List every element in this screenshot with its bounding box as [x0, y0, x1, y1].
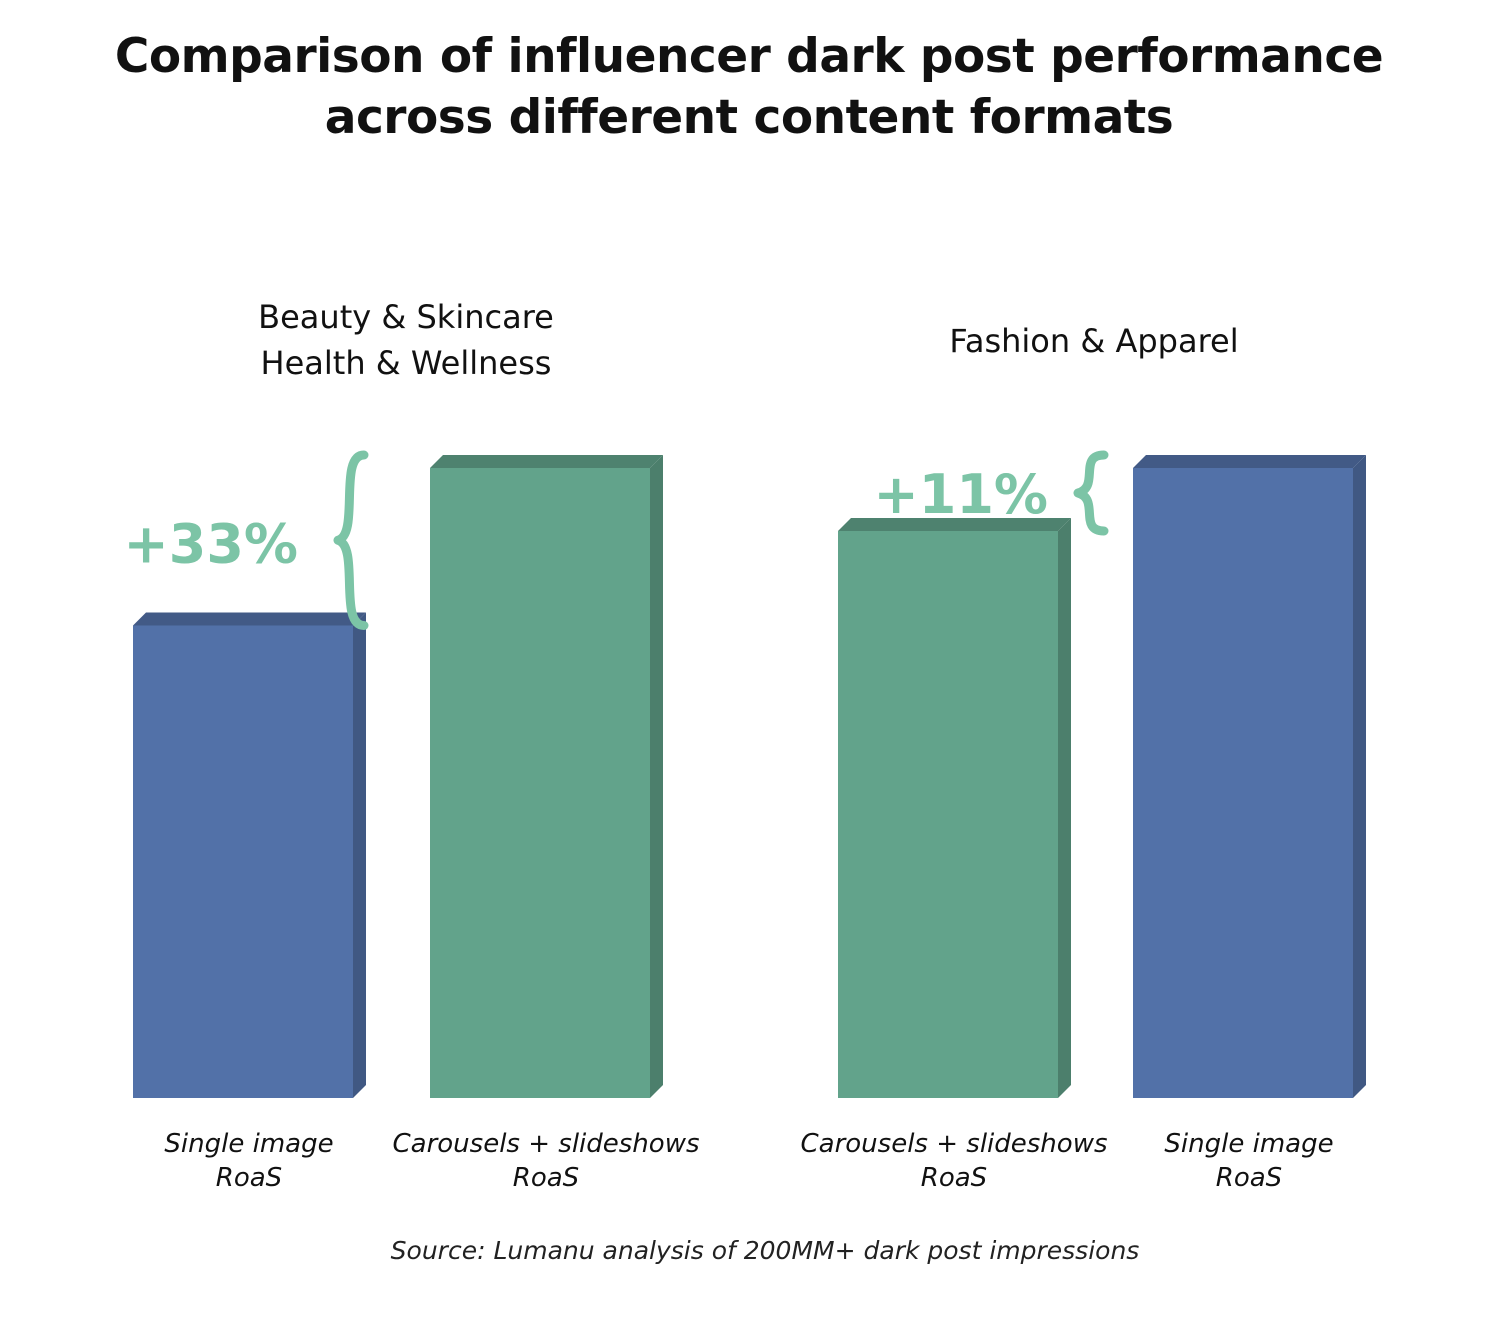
bar-1-1 — [133, 625, 353, 1098]
bar-2-2-side — [1353, 455, 1366, 1098]
category-label-1-2-line-1: Carousels + slideshows — [392, 1129, 699, 1159]
category-label-1-2-line-2: RoaS — [513, 1163, 579, 1193]
delta-brace-2 — [1073, 450, 1109, 536]
delta-label-2: +11% — [874, 463, 1049, 526]
group-label-2-line-1: Fashion & Apparel — [949, 322, 1238, 360]
bar-2-1-top — [838, 518, 1071, 531]
bar-1-2 — [430, 468, 650, 1098]
bar-1-2-top — [430, 455, 663, 468]
chart-title-line-1: Comparison of influencer dark post perfo… — [114, 29, 1384, 84]
bar-1-2-side — [650, 455, 663, 1098]
category-label-1-1-line-1: Single image — [164, 1129, 333, 1159]
group-label-1-line-1: Beauty & Skincare — [258, 298, 554, 336]
bar-2-2 — [1133, 468, 1353, 1098]
group-label-1-line-2: Health & Wellness — [261, 344, 552, 382]
source-note: Source: Lumanu analysis of 200MM+ dark p… — [390, 1236, 1140, 1265]
delta-brace-1 — [333, 450, 369, 630]
category-label-2-1-line-1: Carousels + slideshows — [800, 1129, 1107, 1159]
category-label-2-2-line-2: RoaS — [1216, 1163, 1282, 1193]
bar-1-1-side — [353, 612, 366, 1098]
delta-label-1: +33% — [124, 512, 299, 575]
category-label-2-2-line-1: Single image — [1164, 1129, 1333, 1159]
category-label-1-1-line-2: RoaS — [216, 1163, 282, 1193]
chart-title: Comparison of influencer dark post perfo… — [0, 26, 1498, 148]
category-label-2-1-line-2: RoaS — [921, 1163, 987, 1193]
chart-title-line-2: across different content formats — [324, 90, 1174, 145]
bar-1-1-top — [133, 612, 366, 626]
bar-2-1-side — [1058, 518, 1071, 1098]
bar-2-2-top — [1133, 455, 1366, 468]
bar-2-1 — [838, 531, 1058, 1098]
